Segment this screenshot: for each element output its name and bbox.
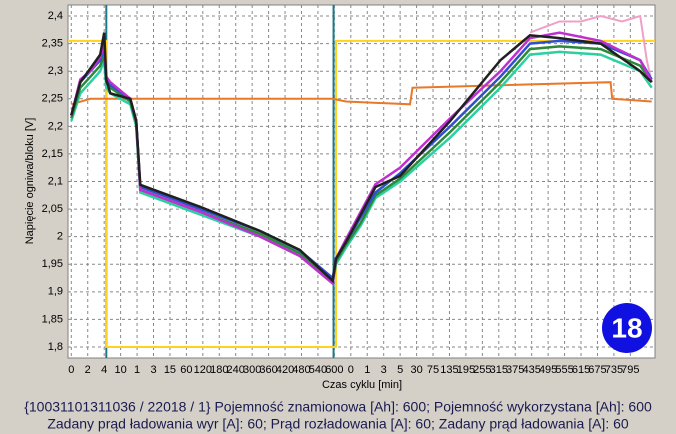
x-axis-label: Czas cyklu [min] [322, 379, 402, 391]
x-tick-label: 120 [194, 364, 212, 376]
x-tick-label: 10 [114, 364, 126, 376]
y-tick-label: 2,05 [42, 203, 63, 215]
x-tick-label: 555 [555, 364, 573, 376]
x-tick-label: 675 [588, 364, 606, 376]
x-tick-label: 495 [539, 364, 557, 376]
x-tick-label: 60 [180, 364, 192, 376]
y-tick-label: 2,1 [48, 175, 63, 187]
footer-line: {10031101311036 / 22018 / 1} Pojemność z… [24, 399, 652, 415]
lines [68, 5, 655, 358]
x-tick-label: 480 [292, 364, 310, 376]
badge-circle [602, 303, 652, 353]
x-tick-label: 135 [440, 364, 458, 376]
x-tick-label: 600 [325, 364, 343, 376]
x-tick-label: 615 [572, 364, 590, 376]
x-tick-label: 0 [348, 364, 354, 376]
x-tick-label: 435 [523, 364, 541, 376]
x-tick-label: 195 [457, 364, 475, 376]
y-tick-label: 2,2 [48, 120, 63, 132]
x-tick-label: 360 [259, 364, 277, 376]
x-tick-label: 30 [410, 364, 422, 376]
x-tick-label: 240 [227, 364, 245, 376]
series-line [529, 14, 653, 83]
x-tick-label: 540 [309, 364, 327, 376]
y-tick-label: 2,35 [42, 38, 63, 50]
grid [68, 5, 655, 358]
y-tick-label: 1,95 [42, 258, 63, 270]
x-tick-label: 1 [364, 364, 370, 376]
y-tick-label: 2,3 [48, 65, 63, 77]
x-tick-label: 2 [85, 364, 91, 376]
x-tick-label: 420 [276, 364, 294, 376]
footer-line: Zadany prąd ładowania wyr [A]: 60; Prąd … [47, 416, 629, 432]
x-tick-label: 5 [397, 364, 403, 376]
x-tick-label: 795 [621, 364, 639, 376]
y-tick-label: 2,15 [42, 148, 63, 160]
x-tick-label: 735 [605, 364, 623, 376]
x-tick-label: 375 [506, 364, 524, 376]
y-tick-label: 1,9 [48, 286, 63, 298]
x-tick-label: 3 [150, 364, 156, 376]
y-tick-label: 2,25 [42, 93, 63, 105]
x-tick-label: 4 [101, 364, 107, 376]
x-tick-label: 3 [381, 364, 387, 376]
x-tick-label: 180 [210, 364, 228, 376]
series-line [70, 32, 653, 284]
series-line [71, 81, 652, 106]
y-axis-label: Napięcie ogniwa/bloku [V] [24, 118, 36, 245]
y-tick-label: 1,85 [42, 313, 63, 325]
y-tick-label: 1,8 [48, 341, 63, 353]
x-tick-label: 255 [473, 364, 491, 376]
x-tick-label: 1 [134, 364, 140, 376]
badge-text: 18 [611, 312, 642, 343]
y-tick-label: 2 [57, 231, 63, 243]
x-tick-label: 75 [427, 364, 439, 376]
x-tick-label: 300 [243, 364, 261, 376]
x-tick-label: 0 [68, 364, 74, 376]
x-tick-label: 315 [490, 364, 508, 376]
y-tick-label: 2,4 [48, 10, 63, 22]
series-line [68, 39, 655, 348]
x-tick-label: 15 [164, 364, 176, 376]
